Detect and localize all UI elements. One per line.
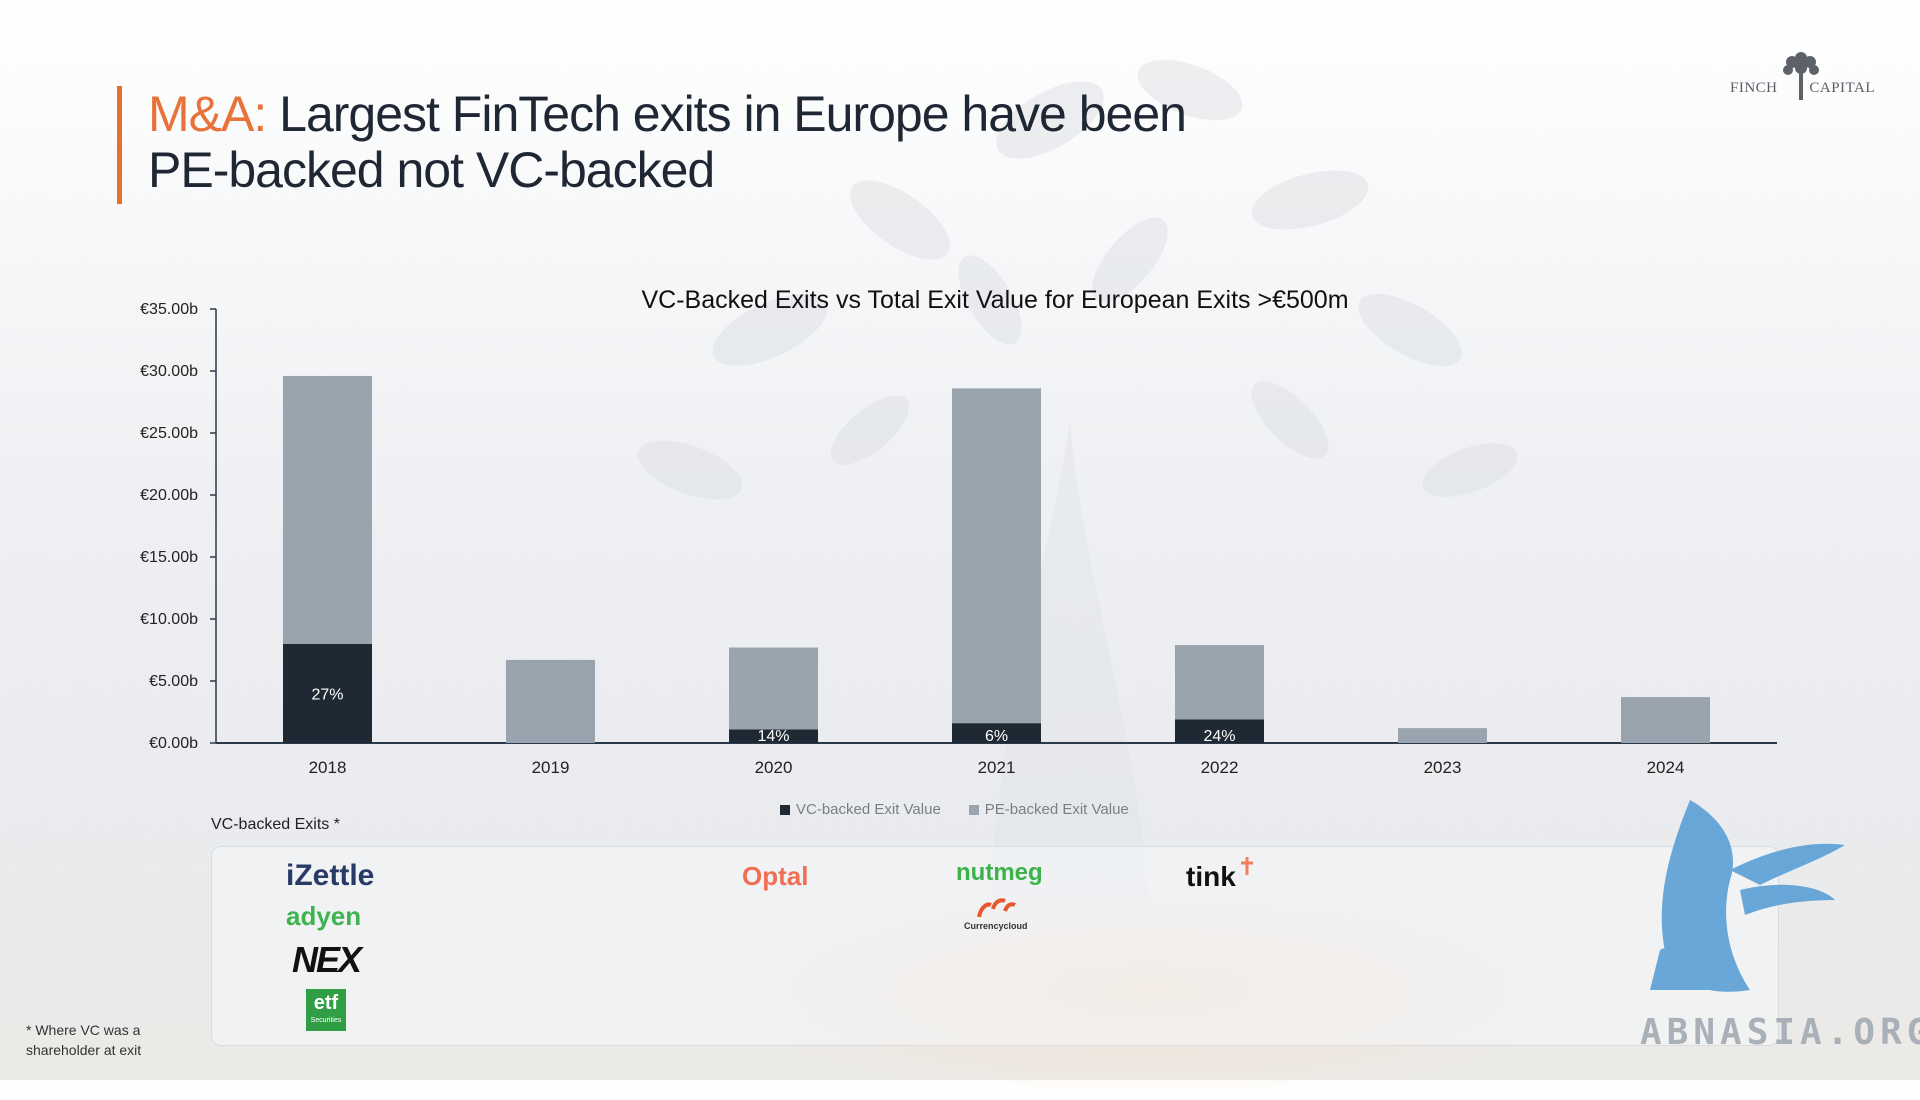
y-tick-label: €25.00b — [140, 425, 198, 442]
currencycloud-icon — [977, 898, 1016, 918]
data-label-2020: 14% — [757, 728, 789, 745]
x-tick-label: 2023 — [1424, 758, 1462, 777]
x-tick-label: 2019 — [532, 758, 570, 777]
y-tick-label: €0.00b — [149, 735, 198, 752]
izettle-logo: iZettle — [286, 859, 375, 892]
etf-logo: etf Securities — [306, 989, 346, 1031]
bar-vc-2022 — [1175, 719, 1264, 743]
adyen-logo: adyen — [286, 901, 362, 931]
brand-logo: FINCH CAPITAL — [1730, 80, 1875, 97]
nex-logo: NEX — [292, 939, 362, 980]
chart-title: VC-Backed Exits vs Total Exit Value for … — [641, 286, 1349, 314]
title-text: Largest FinTech exits in Europe have bee… — [148, 86, 1187, 198]
x-tick-label: 2021 — [978, 758, 1016, 777]
footnote: * Where VC was a shareholder at exit — [26, 1022, 142, 1058]
tree-watermark-icon — [637, 59, 1518, 900]
currencycloud-logo: Currencycloud — [964, 921, 1028, 931]
x-tick-label: 2024 — [1647, 758, 1685, 777]
data-label-2018: 27% — [311, 686, 343, 703]
bar-pe-2018 — [283, 375, 372, 644]
x-tick-label: 2020 — [755, 758, 793, 777]
nutmeg-logo: nutmeg — [956, 859, 1043, 886]
bar-vc-2020 — [729, 729, 818, 743]
brand-right: CAPITAL — [1809, 80, 1875, 96]
bar-pe-2024 — [1621, 697, 1710, 743]
data-label-2022: 24% — [1203, 728, 1235, 745]
vc-exits-logo-panel: iZettle adyen NEX etf Securities Optal n… — [211, 846, 1779, 1046]
x-tick-label: 2022 — [1201, 758, 1239, 777]
bar-pe-2021 — [952, 388, 1041, 724]
bar-pe-2023 — [1398, 728, 1487, 743]
vc-exits-label: VC-backed Exits * — [211, 816, 340, 833]
title-accent-bar — [117, 86, 122, 204]
y-tick-label: €35.00b — [140, 301, 198, 318]
bar-pe-2022 — [1175, 645, 1264, 720]
optal-logo: Optal — [742, 861, 809, 891]
tink-mark-icon — [1241, 857, 1253, 875]
y-tick-label: €15.00b — [140, 549, 198, 566]
y-tick-label: €10.00b — [140, 611, 198, 628]
legend-swatch-vc — [780, 804, 790, 815]
page-title: M&A: Largest FinTech exits in Europe hav… — [148, 86, 1268, 198]
y-tick-label: €20.00b — [140, 487, 198, 504]
stacked-bar-chart: €0.00b €5.00b €10.00b €15.00b €20.00b €25.00b… — [140, 301, 1777, 777]
bar-pe-2019 — [506, 659, 595, 743]
legend-label-pe: PE-backed Exit Value — [984, 801, 1129, 818]
data-label-2021: 6% — [985, 728, 1008, 745]
bar-vc-2021 — [952, 723, 1041, 743]
legend-item-pe: PE-backed Exit Value — [968, 801, 1129, 818]
bar-pe-2020 — [729, 647, 818, 730]
finch-capital-tree-icon — [1783, 52, 1819, 100]
chart-legend: VC-backed Exit Value PE-backed Exit Valu… — [780, 801, 1129, 818]
tink-logo: tink — [1186, 861, 1236, 892]
griffin-watermark-icon — [1650, 800, 1845, 992]
legend-item-vc: VC-backed Exit Value — [780, 801, 941, 818]
y-tick-label: €5.00b — [149, 673, 198, 690]
x-tick-label: 2018 — [309, 758, 347, 777]
etf-logo-sub: Securities — [310, 1017, 342, 1024]
etf-logo-text: etf — [313, 992, 339, 1014]
y-tick-label: €30.00b — [140, 363, 198, 380]
title-accent: M&A: — [148, 86, 267, 142]
legend-swatch-pe — [968, 804, 979, 815]
brand-left: FINCH — [1730, 80, 1778, 96]
abnasia-watermark: ABNASIA.ORG — [1640, 1012, 1920, 1053]
legend-label-vc: VC-backed Exit Value — [796, 801, 941, 818]
bar-vc-2018 — [283, 643, 372, 743]
